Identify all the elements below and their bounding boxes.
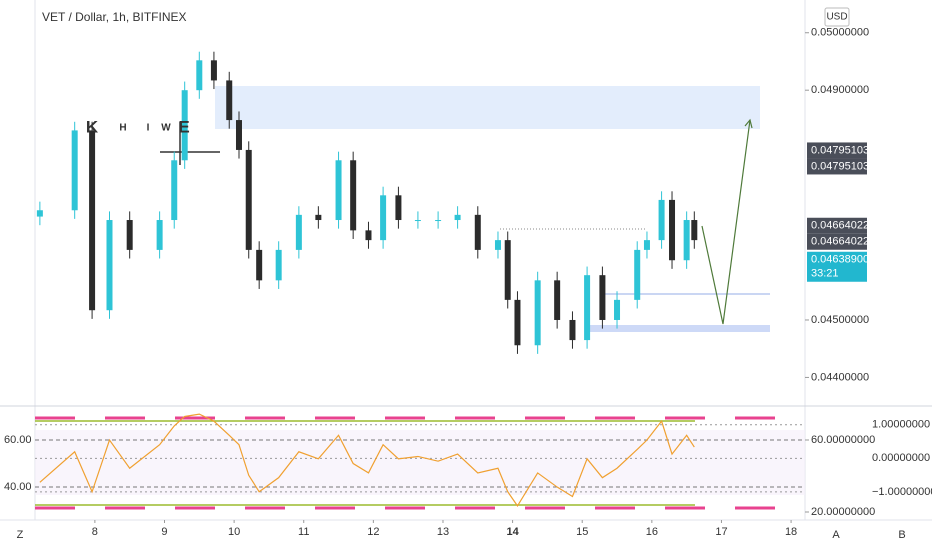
- resistance-zone: [215, 86, 760, 129]
- candle-body: [514, 299, 521, 346]
- x-tick-label: 10: [228, 526, 240, 538]
- candle-body: [295, 214, 302, 250]
- currency-label[interactable]: USD: [826, 12, 847, 23]
- candle-body: [554, 280, 561, 320]
- annotation-letter: H: [119, 123, 126, 134]
- candle-body: [691, 220, 698, 241]
- candle-body: [414, 220, 421, 222]
- last-price-tag: [807, 251, 867, 282]
- indicator-line: [39, 413, 695, 507]
- price-tag: [807, 217, 867, 234]
- candle-body: [614, 299, 621, 320]
- candle-body: [196, 60, 203, 91]
- toolbar-button[interactable]: A: [832, 529, 840, 541]
- chart-title: VET / Dollar, 1h, BITFINEX: [42, 10, 187, 24]
- price-tag-label: 0.04795103: [811, 144, 869, 156]
- price-tag-label: 0.04664022: [811, 220, 869, 232]
- candle-body: [245, 149, 252, 250]
- price-tag-label: 0.04664022: [811, 236, 869, 248]
- candle-body: [494, 240, 501, 250]
- price-tag: [807, 158, 867, 175]
- candle-body: [634, 249, 641, 300]
- toolbar-button[interactable]: Z: [17, 529, 24, 541]
- candle-body: [89, 130, 96, 311]
- indicator-right-label: 60.00000000: [811, 434, 875, 446]
- candle-body: [156, 220, 163, 250]
- candle-body: [504, 240, 511, 300]
- candle-body: [36, 210, 43, 217]
- candle-body: [210, 60, 217, 81]
- x-tick-label: 18: [785, 526, 797, 538]
- x-tick-label: 11: [298, 526, 309, 538]
- candle-body: [395, 195, 402, 221]
- indicator-right-label: 20.00000000: [811, 506, 875, 518]
- annotation-letter: E: [178, 117, 189, 136]
- candle-body: [235, 120, 242, 150]
- y-tick-label: 0.05000000: [811, 27, 869, 39]
- countdown: 33:21: [811, 268, 839, 280]
- candle-body: [126, 220, 133, 250]
- annotation-letter: I: [147, 123, 150, 134]
- candle-body: [435, 220, 442, 222]
- candle-body: [454, 214, 461, 221]
- x-tick-label: 16: [646, 526, 658, 538]
- candle-body: [350, 160, 357, 231]
- candle-body: [365, 230, 372, 241]
- price-tag-label: 0.04795103: [811, 160, 869, 172]
- candle-body: [683, 220, 690, 261]
- candle-body: [335, 160, 342, 221]
- candle-body: [669, 199, 676, 261]
- candle-body: [106, 220, 113, 311]
- candle-body: [380, 195, 387, 241]
- x-tick-label: 12: [367, 526, 379, 538]
- x-tick-label: 15: [576, 526, 588, 538]
- candle-body: [584, 275, 591, 341]
- y-tick-label: 0.04400000: [811, 371, 869, 383]
- candle-body: [658, 199, 665, 241]
- candle-body: [71, 130, 78, 211]
- osc-tick-label: 1.00000000: [872, 419, 930, 431]
- indicator-tick-label: 60.00: [4, 434, 32, 446]
- candle-body: [181, 90, 188, 161]
- candle-body: [474, 214, 481, 250]
- price-tag: [807, 142, 867, 159]
- candle-body: [275, 249, 282, 281]
- candle-body: [226, 80, 233, 121]
- candle-body: [256, 249, 263, 281]
- y-tick-label: 0.04500000: [811, 314, 869, 326]
- candle-body: [534, 280, 541, 346]
- annotation-letter: K: [86, 117, 99, 136]
- toolbar-button[interactable]: B: [898, 529, 905, 541]
- price-tag: [807, 233, 867, 250]
- candle-body: [171, 160, 178, 221]
- last-price-label: 0.04638900: [811, 254, 869, 266]
- projection-path: [701, 119, 751, 325]
- annotation-letter: W: [161, 123, 171, 134]
- x-tick-label: 17: [715, 526, 727, 538]
- indicator-tick-label: 40.00: [4, 481, 32, 493]
- support-zone: [585, 325, 770, 332]
- projection-arrow: [744, 118, 753, 129]
- osc-tick-label: 0.00000000: [872, 452, 930, 464]
- osc-tick-label: −1.00000000: [872, 486, 932, 498]
- x-tick-label: 9: [161, 526, 167, 538]
- x-tick-label: 13: [437, 526, 449, 538]
- y-tick-label: 0.04900000: [811, 84, 869, 96]
- x-tick-label: 8: [92, 526, 98, 538]
- candle-body: [599, 275, 606, 320]
- x-tick-label: 14: [506, 526, 519, 538]
- candle-body: [643, 240, 650, 250]
- candle-body: [569, 319, 576, 341]
- candle-body: [315, 214, 322, 221]
- currency-button[interactable]: [824, 7, 850, 27]
